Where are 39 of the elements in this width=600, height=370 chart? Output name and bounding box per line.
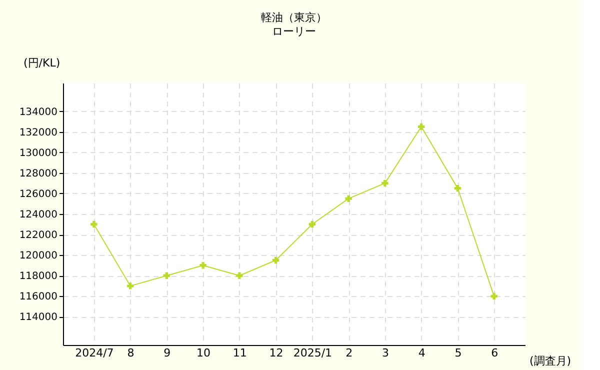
point: [200, 262, 206, 269]
point: [345, 195, 352, 202]
x-tick-label: 5: [454, 346, 462, 360]
y-tick-label: 126000: [19, 188, 58, 200]
x-tick-label: 3: [382, 346, 389, 360]
point: [236, 272, 243, 279]
x-tick-label: 9: [164, 346, 171, 360]
y-tick-label: 134000: [19, 106, 58, 118]
y-tick-label: 120000: [19, 250, 58, 262]
y-tick-label: 132000: [19, 127, 58, 138]
point: [126, 282, 134, 290]
point: [418, 123, 425, 130]
chart-title: 軽油（東京）: [261, 11, 327, 24]
x-tick-label: 12: [269, 346, 284, 360]
point: [90, 220, 98, 228]
x-tick-label: 4: [418, 346, 426, 360]
y-tick-label: 116000: [19, 292, 58, 303]
point: [163, 272, 170, 279]
point: [454, 184, 462, 192]
point: [308, 220, 316, 228]
point: [382, 180, 388, 187]
x-tick-label: 11: [232, 346, 247, 360]
x-tick-label: 2025/1: [293, 346, 332, 360]
x-tick-label: 2: [346, 346, 353, 360]
y-tick-label: 114000: [19, 312, 58, 324]
y-tick-label: 118000: [19, 271, 58, 282]
x-tick-label: 10: [196, 346, 211, 360]
x-tick-label: 6: [491, 346, 498, 360]
y-axis-title: (円/KL): [24, 56, 60, 70]
x-tick-label: 2024/7: [75, 346, 114, 360]
x-tick-label: 8: [127, 346, 134, 360]
x-axis-title: (調査月): [530, 354, 572, 368]
point: [490, 292, 498, 300]
y-tick-label: 124000: [19, 210, 58, 220]
y-tick-label: 130000: [19, 148, 58, 159]
point: [272, 256, 280, 264]
y-tick-label: 128000: [19, 168, 58, 180]
chart-subtitle: ローリー: [272, 25, 316, 38]
y-tick-label: 122000: [19, 230, 58, 242]
